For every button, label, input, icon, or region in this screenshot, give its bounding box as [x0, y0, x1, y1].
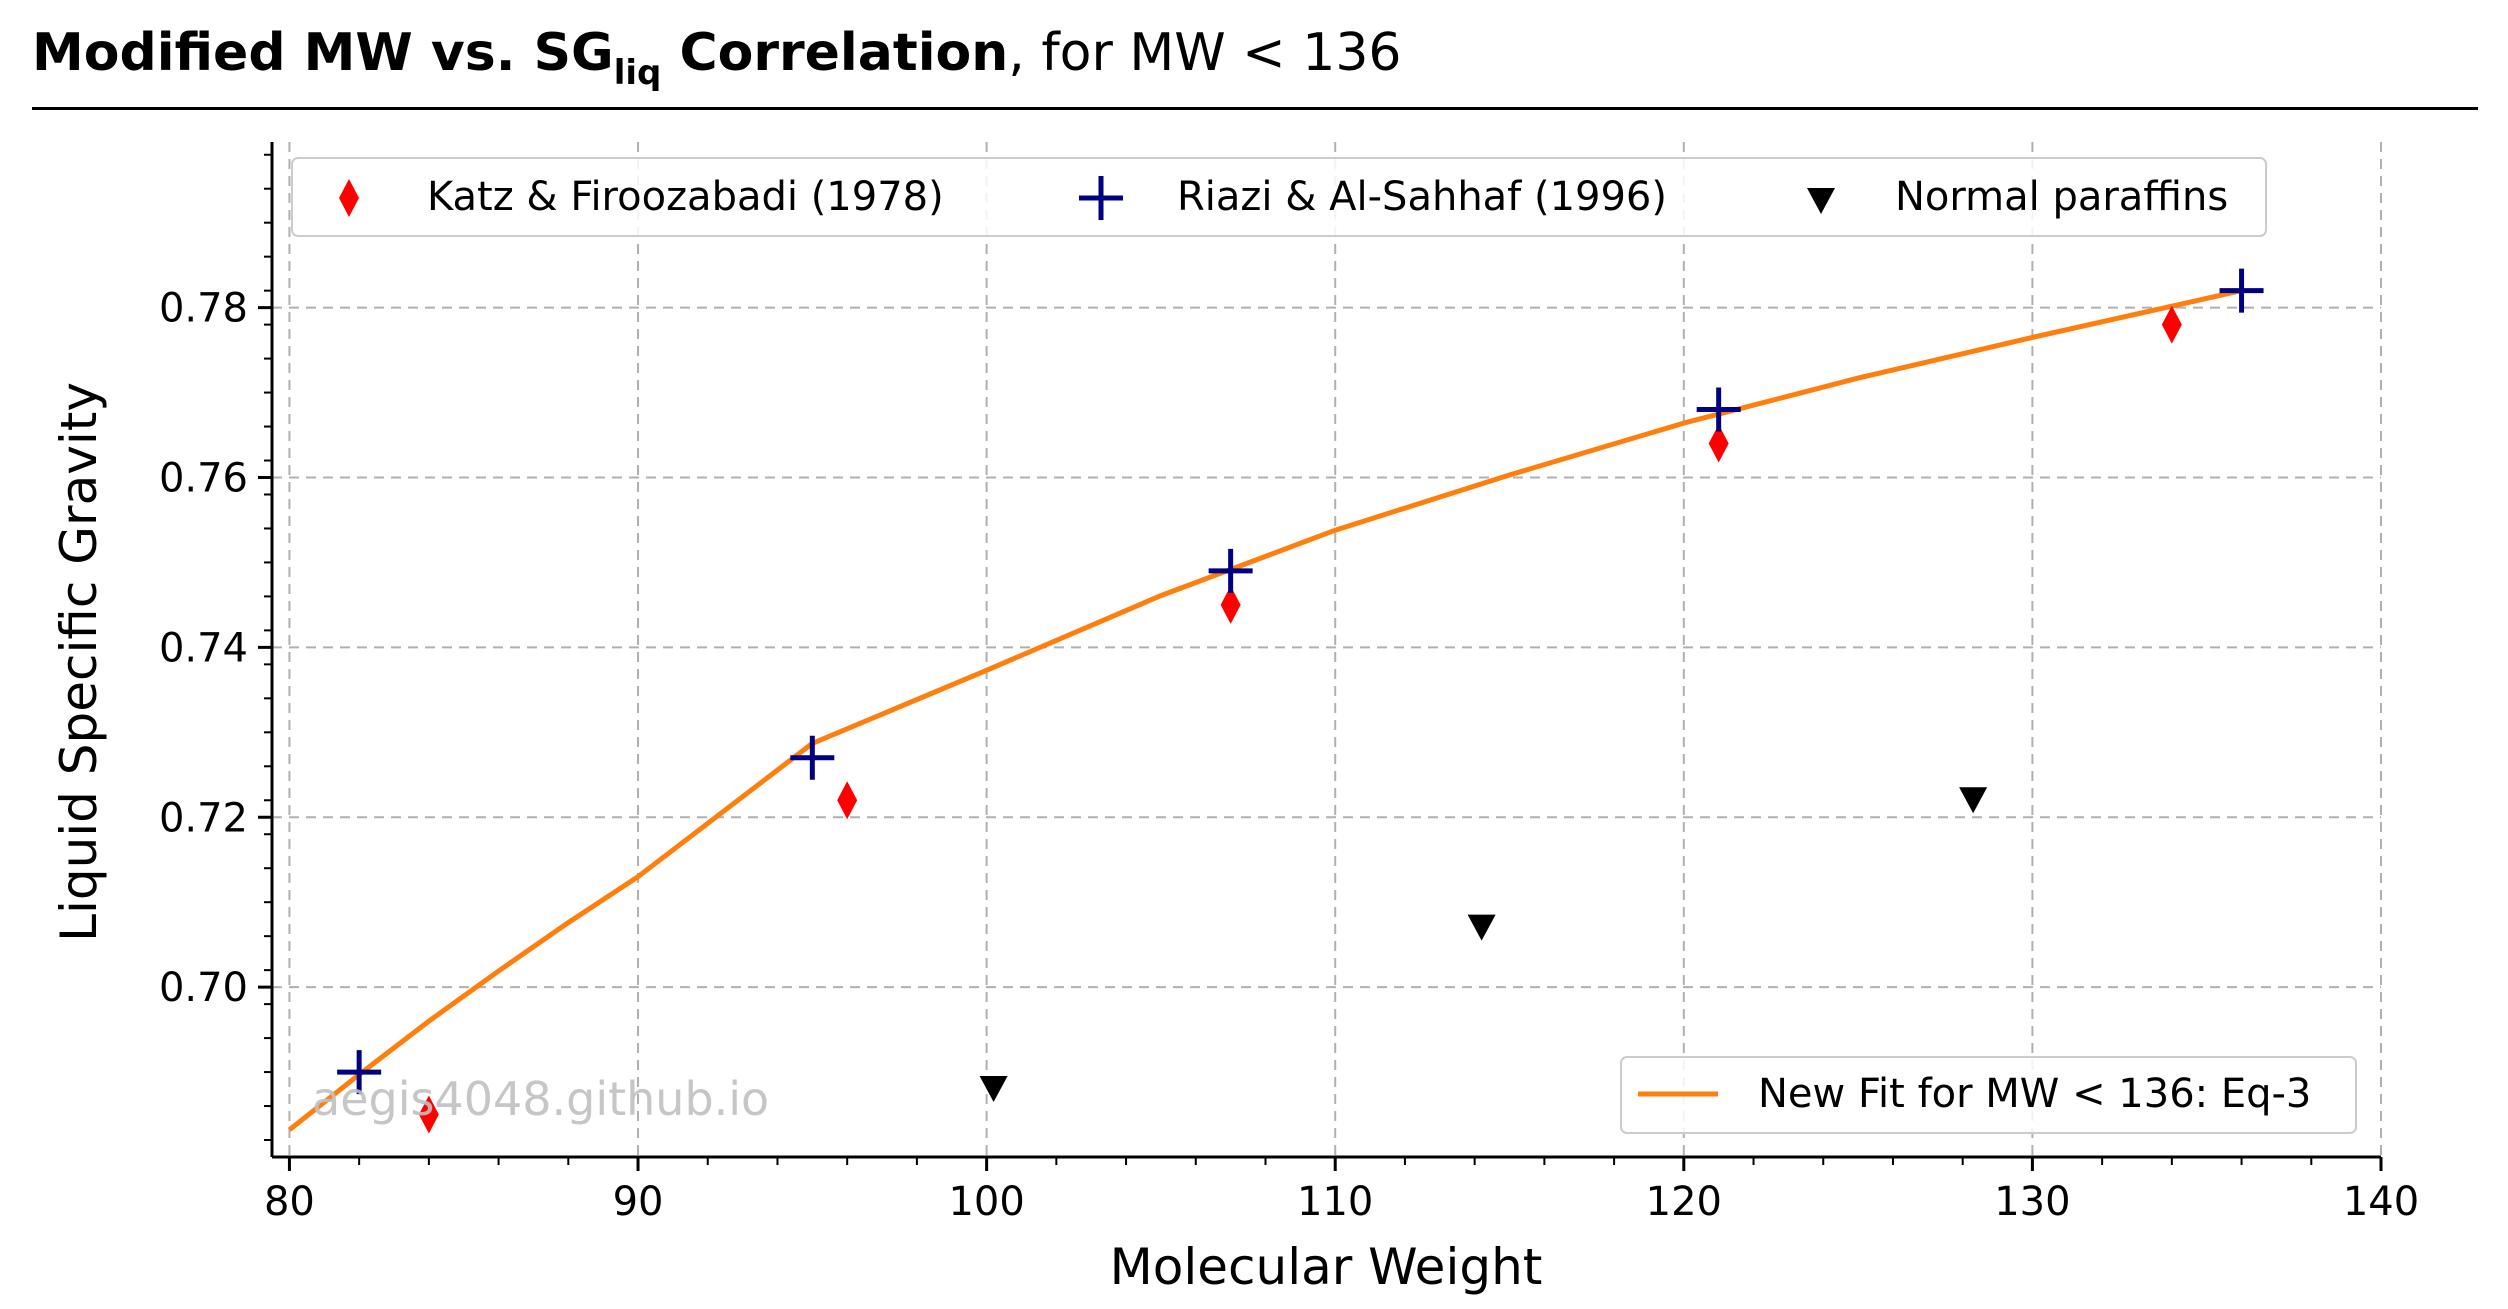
grid-lines — [272, 142, 2382, 1157]
legend-katz-label: Katz & Firoozabadi (1978) — [427, 174, 944, 220]
katz-data-point — [2161, 305, 2182, 344]
riazi-data-point — [2219, 268, 2264, 313]
paraffin-data-point — [1467, 914, 1496, 941]
x-tick-label: 140 — [2343, 1179, 2419, 1225]
legend-riazi-marker — [1079, 176, 1123, 220]
legend-riazi-symbol — [1079, 176, 1123, 220]
title-symbol: SG — [533, 23, 614, 83]
title-divider — [32, 107, 2478, 110]
y-tick-label: 0.78 — [159, 286, 248, 332]
legend-katz-marker — [339, 179, 359, 217]
riazi-data-point — [337, 1050, 382, 1095]
title-rest: , for MW < 136 — [1008, 23, 1402, 83]
legend-top-frame — [291, 157, 2267, 237]
katz-data-point — [418, 1095, 439, 1134]
y-axis-label: Liquid Specific Gravity — [50, 382, 108, 942]
axes — [270, 142, 2381, 1159]
legend-top: Katz & Firoozabadi (1978) Riazi & Al-Sah… — [291, 157, 2267, 237]
fit-curve-line — [287, 288, 2243, 1132]
x-tick-label: 130 — [1994, 1179, 2070, 1225]
legend-bottom-frame — [1620, 1056, 2357, 1134]
y-tick-label: 0.74 — [159, 625, 248, 671]
y-tick-label: 0.76 — [159, 456, 248, 502]
paraffin-data-point — [1959, 787, 1988, 814]
title-subscript: liq — [613, 53, 662, 93]
watermark-text: aegis4048.github.io — [312, 1072, 769, 1126]
legend-bottom: New Fit for MW < 136: Eq-3 — [1620, 1056, 2357, 1134]
x-tick-label: 120 — [1646, 1179, 1722, 1225]
katz-data-point — [1708, 424, 1729, 463]
x-tick-label: 110 — [1297, 1179, 1373, 1225]
legend-paraffin-label: Normal paraffins — [1895, 174, 2228, 220]
legend-paraffin-marker — [1807, 188, 1835, 214]
tick-marks: 80 90 100 110 120 130 140 0.70 0.72 0.74 0.76 0.78 — [159, 153, 2419, 1225]
markers-layer — [337, 268, 2264, 1134]
fit-curve-layer — [287, 288, 2243, 1132]
paraffin-data-point — [979, 1076, 1008, 1103]
y-tick-label: 0.70 — [159, 965, 248, 1011]
riazi-data-point — [790, 735, 835, 780]
x-axis-label: Molecular Weight — [1110, 1238, 1543, 1296]
legend-katz-symbol — [339, 179, 359, 217]
riazi-data-point — [1696, 387, 1741, 432]
chart-title: Modified MW vs. SGliq Correlation, for M… — [32, 18, 1402, 93]
x-tick-label: 80 — [264, 1179, 315, 1225]
legend-paraffin-symbol — [1807, 188, 1835, 214]
x-tick-label: 100 — [948, 1179, 1024, 1225]
legend-fit-label: New Fit for MW < 136: Eq-3 — [1758, 1071, 2311, 1117]
riazi-data-point — [1208, 548, 1253, 593]
katz-data-point — [1220, 585, 1241, 624]
katz-data-point — [837, 781, 858, 820]
y-tick-label: 0.72 — [159, 795, 248, 841]
title-main-prefix: Modified MW vs. — [32, 23, 534, 83]
legend-riazi-label: Riazi & Al-Sahhaf (1996) — [1177, 174, 1667, 220]
title-main-suffix: Correlation — [661, 23, 1009, 83]
x-tick-label: 90 — [613, 1179, 664, 1225]
